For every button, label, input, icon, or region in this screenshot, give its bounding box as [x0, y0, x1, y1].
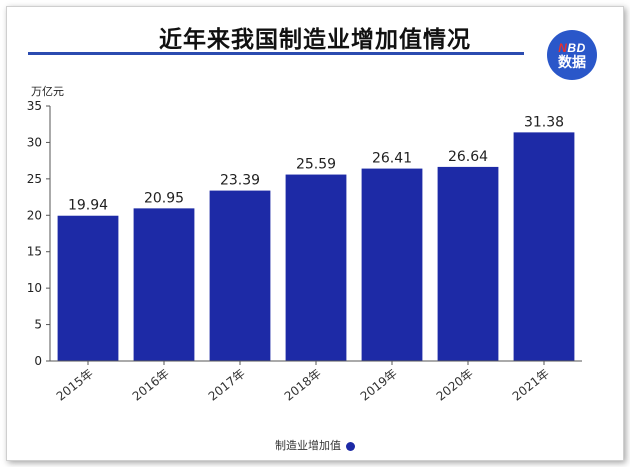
x-tick-label: 2017年	[206, 366, 248, 403]
y-tick-label: 5	[34, 318, 42, 332]
bar	[361, 168, 423, 361]
legend-label: 制造业增加值	[275, 439, 341, 452]
x-axis: 2015年 2016年 2017年 2018年 2019年 2020年 2021年	[50, 360, 582, 404]
bar	[437, 166, 499, 361]
y-axis-unit: 万亿元	[31, 85, 64, 98]
bar-value-label: 23.39	[220, 173, 260, 189]
y-tick-label: 35	[27, 99, 42, 113]
bar-value-label: 25.59	[296, 157, 336, 173]
x-tick-label: 2016年	[130, 366, 172, 403]
bars: 19.94 20.95 23.39 25.59 26.41 26.64 31.38	[57, 114, 575, 361]
logo-brand-prefix: N	[558, 41, 568, 55]
title-underline	[28, 52, 524, 55]
y-tick-label: 20	[27, 208, 42, 222]
x-tick-label: 2020年	[434, 366, 476, 403]
bar	[57, 215, 119, 361]
x-tick-label: 2018年	[282, 366, 324, 403]
bar	[513, 132, 575, 361]
legend-swatch	[346, 441, 355, 451]
bar	[285, 174, 347, 361]
bar-value-label: 19.94	[68, 198, 108, 214]
bar	[209, 190, 271, 361]
x-tick-label: 2021年	[510, 366, 552, 403]
bar	[133, 208, 195, 361]
bar-value-label: 26.64	[448, 149, 488, 165]
bar-value-label: 20.95	[144, 190, 184, 206]
logo-brand-rest: BD	[567, 41, 586, 55]
y-tick-label: 15	[27, 245, 42, 259]
y-tick-label: 25	[27, 172, 42, 186]
logo-subtitle: 数据	[558, 54, 586, 70]
y-axis: 0 5 10 15 20 25 30 35	[27, 99, 51, 368]
y-tick-label: 0	[34, 354, 42, 368]
bar-value-label: 26.41	[372, 151, 412, 167]
nbd-data-logo: NBD 数据	[547, 30, 597, 80]
bar-value-label: 31.38	[524, 114, 564, 130]
y-tick-label: 30	[27, 135, 42, 149]
chart-title: 近年来我国制造业增加值情况	[159, 27, 471, 53]
legend: 制造业增加值	[0, 437, 630, 453]
y-tick-label: 10	[27, 281, 42, 295]
x-tick-label: 2015年	[54, 366, 96, 403]
x-tick-label: 2019年	[358, 366, 400, 403]
